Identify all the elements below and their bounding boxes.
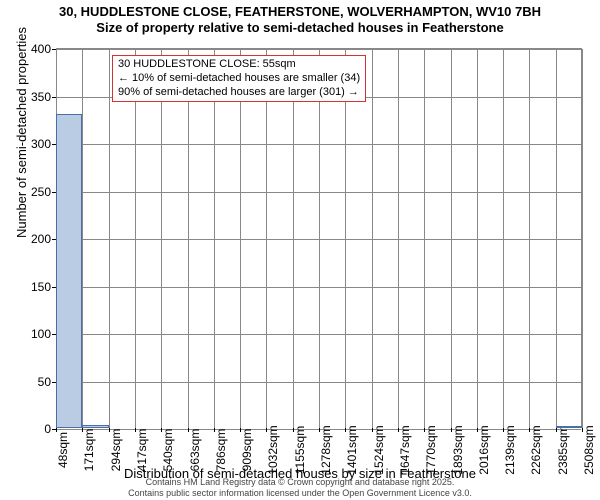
ytick-label: 200 bbox=[31, 232, 56, 246]
gridline-vertical bbox=[477, 49, 478, 428]
ytick-label: 250 bbox=[31, 185, 56, 199]
gridline-vertical bbox=[372, 49, 373, 428]
chart-plot-area: 05010015020025030035040048sqm171sqm294sq… bbox=[56, 48, 582, 428]
y-axis-label: Number of semi-detached properties bbox=[14, 27, 29, 238]
ytick-label: 150 bbox=[31, 280, 56, 294]
gridline-vertical bbox=[135, 49, 136, 428]
histogram-bar bbox=[56, 114, 82, 428]
ytick-label: 300 bbox=[31, 137, 56, 151]
xtick-label: 540sqm bbox=[161, 429, 175, 472]
gridline-vertical bbox=[188, 49, 189, 428]
footer-line-1: Contains HM Land Registry data © Crown c… bbox=[0, 477, 600, 487]
gridline-vertical bbox=[451, 49, 452, 428]
annotation-box: 30 HUDDLESTONE CLOSE: 55sqm ← 10% of sem… bbox=[112, 55, 366, 102]
ytick-label: 100 bbox=[31, 327, 56, 341]
gridline-vertical bbox=[266, 49, 267, 428]
ytick-label: 350 bbox=[31, 90, 56, 104]
gridline-vertical bbox=[293, 49, 294, 428]
annotation-line-1: 30 HUDDLESTONE CLOSE: 55sqm bbox=[118, 58, 360, 72]
xtick-label: 417sqm bbox=[135, 429, 149, 472]
xtick-label: 171sqm bbox=[82, 429, 96, 472]
gridline-vertical bbox=[109, 49, 110, 428]
xtick-label: 663sqm bbox=[188, 429, 202, 472]
histogram-bar bbox=[556, 426, 582, 428]
gridline-vertical bbox=[240, 49, 241, 428]
gridline-vertical bbox=[398, 49, 399, 428]
chart-title: 30, HUDDLESTONE CLOSE, FEATHERSTONE, WOL… bbox=[0, 4, 600, 37]
annotation-line-3: 90% of semi-detached houses are larger (… bbox=[118, 86, 360, 100]
xtick-label: 786sqm bbox=[214, 429, 228, 472]
gridline-vertical bbox=[319, 49, 320, 428]
gridline-vertical bbox=[529, 49, 530, 428]
gridline-vertical bbox=[503, 49, 504, 428]
xtick-label: 294sqm bbox=[109, 429, 123, 472]
ytick-label: 400 bbox=[31, 42, 56, 56]
title-line-1: 30, HUDDLESTONE CLOSE, FEATHERSTONE, WOL… bbox=[0, 4, 600, 20]
ytick-label: 0 bbox=[44, 422, 56, 436]
xtick-label: 48sqm bbox=[56, 432, 70, 468]
gridline-vertical bbox=[424, 49, 425, 428]
ytick-label: 50 bbox=[38, 375, 56, 389]
histogram-bar bbox=[82, 425, 108, 428]
gridline-vertical bbox=[345, 49, 346, 428]
title-line-2: Size of property relative to semi-detach… bbox=[0, 20, 600, 36]
gridline-vertical bbox=[556, 49, 557, 428]
gridline-vertical bbox=[214, 49, 215, 428]
gridline-vertical bbox=[161, 49, 162, 428]
gridline-vertical bbox=[582, 49, 583, 428]
footer-attribution: Contains HM Land Registry data © Crown c… bbox=[0, 477, 600, 498]
annotation-line-2: ← 10% of semi-detached houses are smalle… bbox=[118, 72, 360, 86]
gridline-vertical bbox=[82, 49, 83, 428]
footer-line-2: Contains public sector information licen… bbox=[0, 488, 600, 498]
xtick-label: 909sqm bbox=[240, 429, 254, 472]
plot-region: 05010015020025030035040048sqm171sqm294sq… bbox=[56, 49, 581, 428]
